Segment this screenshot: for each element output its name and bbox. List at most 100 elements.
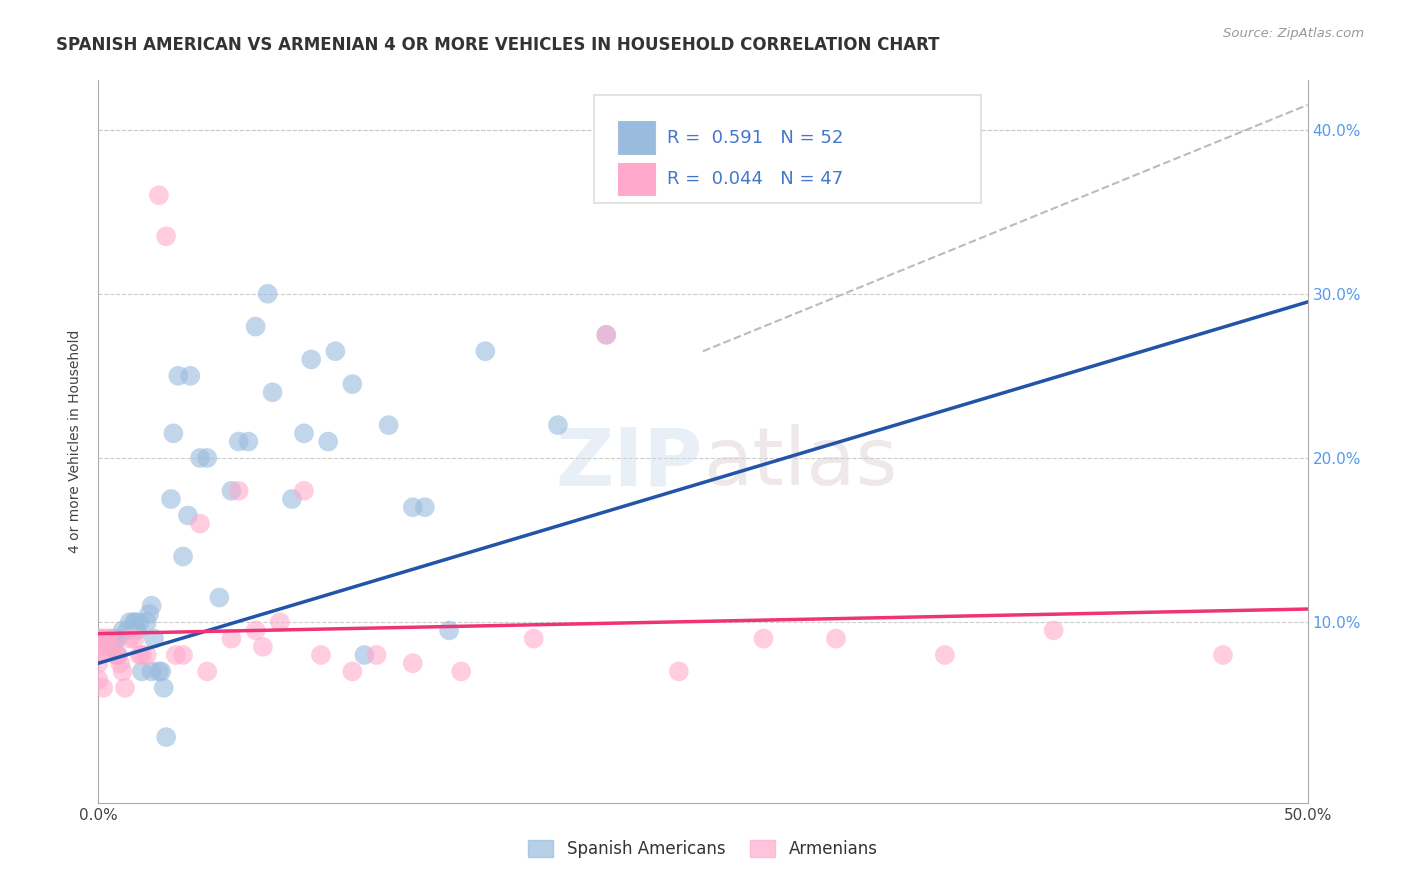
Point xyxy=(256,286,278,301)
Point xyxy=(152,681,174,695)
Point xyxy=(262,385,284,400)
Legend: Spanish Americans, Armenians: Spanish Americans, Armenians xyxy=(520,832,886,867)
Point xyxy=(221,632,243,646)
Point xyxy=(91,632,114,646)
Point xyxy=(104,648,127,662)
Point xyxy=(316,434,339,449)
Point xyxy=(450,665,472,679)
Point xyxy=(172,648,194,662)
Point xyxy=(195,665,218,679)
Point xyxy=(124,615,146,630)
Point xyxy=(100,640,122,654)
FancyBboxPatch shape xyxy=(619,162,655,195)
Point xyxy=(91,681,114,695)
Text: R =  0.044   N = 47: R = 0.044 N = 47 xyxy=(666,170,844,188)
Point xyxy=(195,450,218,465)
Point xyxy=(309,648,332,662)
Point xyxy=(131,665,153,679)
Y-axis label: 4 or more Vehicles in Household: 4 or more Vehicles in Household xyxy=(69,330,83,553)
Text: ZIP: ZIP xyxy=(555,425,703,502)
Point xyxy=(150,665,173,679)
Point xyxy=(141,665,163,679)
Point xyxy=(595,327,617,342)
Point xyxy=(228,434,250,449)
Point xyxy=(87,673,110,687)
Point xyxy=(90,632,112,646)
Text: R =  0.591   N = 52: R = 0.591 N = 52 xyxy=(666,128,844,146)
Point xyxy=(100,632,122,646)
Point xyxy=(118,632,141,646)
Point xyxy=(90,632,112,646)
Point xyxy=(269,615,291,630)
Point xyxy=(107,632,129,646)
Point xyxy=(595,327,617,342)
Point xyxy=(90,640,112,654)
Point xyxy=(325,344,347,359)
Point xyxy=(141,599,163,613)
Point xyxy=(101,640,124,654)
Point xyxy=(668,665,690,679)
Point xyxy=(188,516,211,531)
Point xyxy=(148,665,170,679)
Point xyxy=(342,377,364,392)
Point xyxy=(128,648,150,662)
Point xyxy=(172,549,194,564)
Point xyxy=(114,681,136,695)
Point xyxy=(107,648,129,662)
Point xyxy=(97,632,120,646)
Point xyxy=(87,648,110,662)
Point xyxy=(281,491,304,506)
Point xyxy=(292,426,315,441)
Point xyxy=(108,657,131,671)
Point xyxy=(155,730,177,744)
Point xyxy=(252,640,274,654)
Point xyxy=(366,648,388,662)
Point xyxy=(934,648,956,662)
Point xyxy=(752,632,775,646)
Point xyxy=(221,483,243,498)
Point xyxy=(245,319,267,334)
Point xyxy=(104,632,127,646)
Point xyxy=(1212,648,1234,662)
Point xyxy=(165,648,187,662)
Point xyxy=(138,607,160,621)
Point xyxy=(402,657,425,671)
Point xyxy=(107,648,129,662)
FancyBboxPatch shape xyxy=(619,121,655,154)
Point xyxy=(208,591,231,605)
Point xyxy=(402,500,425,515)
Point xyxy=(179,368,201,383)
Point xyxy=(1042,624,1064,638)
Point xyxy=(148,188,170,202)
Point xyxy=(87,657,110,671)
Point xyxy=(124,615,146,630)
Point xyxy=(523,632,546,646)
Text: SPANISH AMERICAN VS ARMENIAN 4 OR MORE VEHICLES IN HOUSEHOLD CORRELATION CHART: SPANISH AMERICAN VS ARMENIAN 4 OR MORE V… xyxy=(56,36,939,54)
Point xyxy=(238,434,260,449)
Point xyxy=(299,352,322,367)
Point xyxy=(825,632,848,646)
Point xyxy=(245,624,267,638)
Point xyxy=(117,624,139,638)
Point xyxy=(167,368,190,383)
Point xyxy=(127,624,149,638)
Point xyxy=(87,640,110,654)
Point xyxy=(100,632,122,646)
Point xyxy=(162,426,184,441)
Point xyxy=(111,624,134,638)
Point xyxy=(188,450,211,465)
Point xyxy=(547,418,569,433)
Text: atlas: atlas xyxy=(703,425,897,502)
Point xyxy=(118,615,141,630)
Point xyxy=(135,615,157,630)
Point xyxy=(111,665,134,679)
Point xyxy=(437,624,460,638)
Point xyxy=(128,615,150,630)
Point xyxy=(377,418,399,433)
Point xyxy=(135,648,157,662)
Point xyxy=(474,344,496,359)
Point xyxy=(143,632,166,646)
Point xyxy=(160,491,183,506)
Text: Source: ZipAtlas.com: Source: ZipAtlas.com xyxy=(1223,27,1364,40)
Point xyxy=(87,632,110,646)
